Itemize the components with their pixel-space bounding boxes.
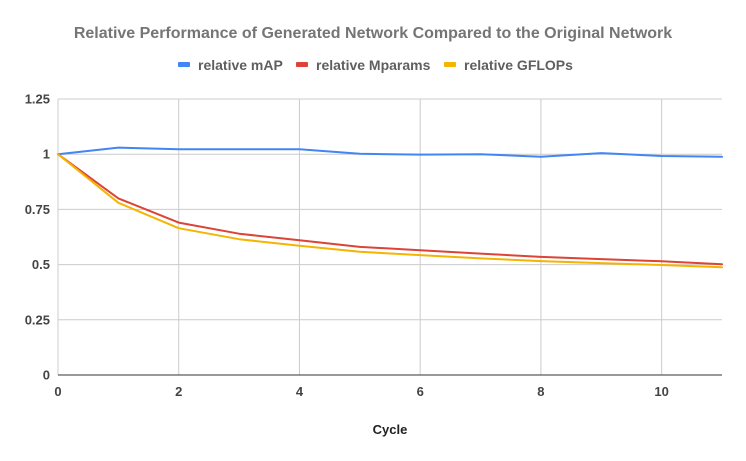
y-tick-label: 1.25 [25, 92, 50, 107]
x-tick-label: 8 [537, 384, 544, 399]
x-axis-ticks: 0 2 4 6 8 10 [54, 384, 668, 399]
x-tick-label: 0 [54, 384, 61, 399]
x-tick-label: 2 [175, 384, 182, 399]
series-lines [57, 146, 723, 269]
legend-label: relative Mparams [316, 57, 431, 73]
legend-label: relative mAP [198, 57, 283, 73]
series-line-relative-mparams [57, 153, 723, 266]
x-tick-label: 10 [654, 384, 668, 399]
chart-title: Relative Performance of Generated Networ… [74, 25, 672, 42]
legend-swatch [444, 62, 456, 67]
y-tick-label: 0.25 [25, 312, 50, 327]
y-tick-label: 0.5 [32, 257, 50, 272]
y-axis-ticks: 0 0.25 0.5 0.75 1 1.25 [25, 92, 50, 383]
series-line-relative-gflops [57, 153, 723, 269]
x-axis-title: Cycle [373, 422, 408, 437]
legend-label: relative GFLOPs [464, 57, 573, 73]
legend-swatch [296, 62, 308, 67]
legend-swatch [178, 62, 190, 67]
y-tick-label: 0 [43, 368, 50, 383]
x-tick-label: 6 [417, 384, 424, 399]
y-tick-label: 0.75 [25, 202, 50, 217]
y-tick-label: 1 [43, 147, 50, 162]
x-tick-label: 4 [296, 384, 304, 399]
series-line-relative-map [57, 146, 723, 158]
gridlines [57, 98, 722, 375]
legend: relative mAP relative Mparams relative GFL… [178, 57, 573, 73]
